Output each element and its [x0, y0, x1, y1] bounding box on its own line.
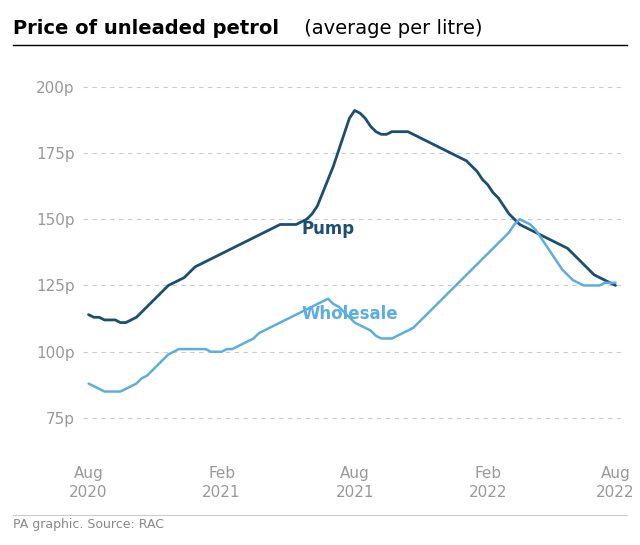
Text: Price of unleaded petrol: Price of unleaded petrol [13, 19, 279, 38]
Text: PA graphic. Source: RAC: PA graphic. Source: RAC [13, 518, 164, 531]
Text: Pump: Pump [301, 220, 355, 238]
Text: Wholesale: Wholesale [301, 305, 398, 323]
Text: (average per litre): (average per litre) [298, 19, 482, 38]
